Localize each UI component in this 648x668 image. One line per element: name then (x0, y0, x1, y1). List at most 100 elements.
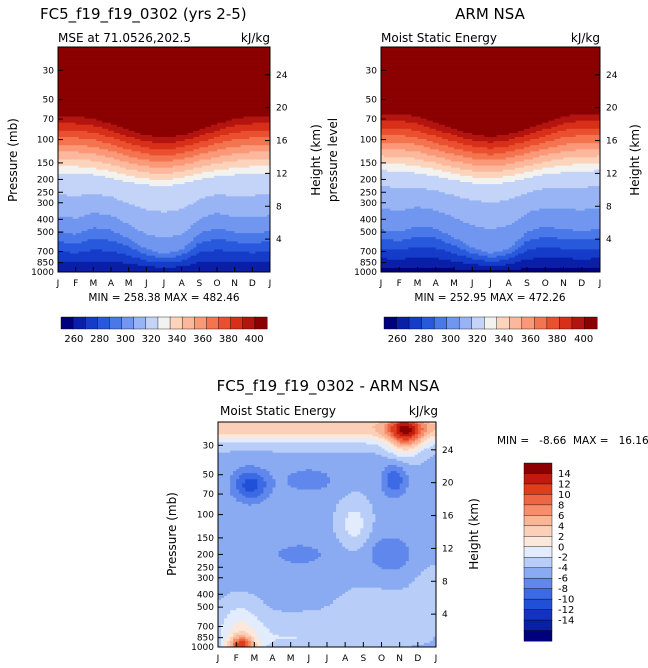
contour-cell (257, 634, 279, 638)
contour-cell (450, 251, 470, 254)
contour-cell (381, 71, 600, 74)
contour-cell (218, 612, 231, 615)
contour-cell (257, 479, 264, 482)
contour-cell (218, 464, 246, 468)
contour-cell (399, 475, 410, 478)
contour-cell (444, 192, 528, 195)
contour-cell (224, 595, 258, 599)
contour-cell (78, 216, 118, 220)
colorbar-tick-label: -6 (558, 574, 568, 585)
contour-cell (245, 634, 252, 638)
colorbar-tick-label: 8 (558, 500, 564, 511)
contour-cell (239, 620, 243, 623)
contour-cell (345, 546, 361, 550)
contour-cell (134, 204, 188, 207)
contour-cell (218, 552, 279, 556)
contour-cell (381, 587, 404, 591)
contour-cell (514, 220, 600, 224)
panel-model-contours (58, 47, 270, 272)
contour-cell (493, 141, 525, 144)
contour-cell (218, 597, 222, 601)
contour-cell (58, 261, 124, 265)
contour-cell (122, 126, 206, 130)
contour-cell (339, 499, 370, 503)
contour-cell (327, 483, 382, 486)
contour-cell (381, 198, 470, 201)
contour-cell (514, 143, 540, 146)
contour-cell (420, 440, 425, 443)
contour-cell (58, 169, 109, 173)
contour-cell (548, 153, 600, 156)
contour-cell (218, 446, 382, 449)
contour-cell (248, 591, 346, 595)
contour-cell (408, 583, 436, 587)
contour-cell (254, 593, 343, 597)
contour-cell (505, 151, 531, 154)
contour-cell (218, 424, 376, 427)
contour-cell (411, 444, 419, 447)
contour-cell (520, 267, 600, 271)
contour-cell (408, 546, 436, 550)
contour-cell (405, 134, 437, 138)
contour-cell (218, 518, 334, 521)
contour-cell (149, 159, 174, 162)
contour-cell (514, 149, 540, 152)
contour-cell (234, 173, 270, 177)
contour-cell (255, 194, 270, 197)
contour-cell (384, 436, 391, 439)
contour-cell (218, 434, 373, 437)
contour-cell (514, 179, 600, 183)
contour-cell (245, 481, 258, 484)
contour-cell (278, 554, 322, 558)
contour-cell (408, 554, 436, 558)
contour-cell (257, 618, 436, 621)
month-tick-label: S (360, 654, 366, 664)
contour-cell (381, 104, 600, 107)
month-tick-label: F (397, 279, 402, 289)
contour-cell (58, 212, 91, 216)
contour-cell (193, 179, 270, 183)
contour-cell (423, 448, 436, 452)
contour-cell (196, 235, 270, 238)
contour-cell (530, 126, 552, 130)
contour-cell (131, 149, 194, 152)
height-tick-label: 8 (276, 202, 282, 212)
contour-cell (372, 522, 436, 525)
contour-cell (58, 83, 270, 87)
contour-cell (58, 155, 106, 158)
contour-cell (58, 141, 103, 144)
contour-cell (254, 638, 261, 642)
contour-cell (230, 487, 237, 490)
colorbar-swatch (523, 577, 553, 590)
contour-cell (193, 173, 236, 177)
contour-cell (58, 63, 270, 66)
contour-cell (454, 267, 522, 271)
contour-cell (178, 208, 270, 212)
contour-cell (296, 544, 304, 548)
contour-cell (381, 202, 600, 205)
contour-cell (472, 257, 510, 261)
contour-cell (218, 561, 292, 564)
contour-cell (245, 495, 258, 499)
contour-cell (102, 141, 127, 144)
contour-cell (58, 259, 147, 263)
contour-cell (466, 243, 516, 246)
contour-cell (218, 479, 231, 482)
contour-cell (378, 540, 404, 544)
pressure-tick-label: 100 (360, 136, 377, 146)
contour-cell (414, 206, 421, 209)
contour-cell (408, 552, 436, 556)
contour-cell (411, 436, 419, 439)
contour-cell (134, 130, 194, 134)
contour-cell (166, 210, 270, 214)
month-tick-label: S (524, 279, 530, 289)
contour-cell (90, 212, 100, 216)
contour-cell (172, 165, 203, 169)
contour-cell (441, 239, 461, 242)
colorbar-swatch (471, 316, 485, 330)
contour-cell (58, 128, 109, 132)
contour-cell (269, 606, 325, 609)
panel-diff-ylabel-left: Pressure (mb) (165, 492, 179, 576)
contour-cell (263, 499, 340, 503)
contour-cell (381, 208, 391, 212)
